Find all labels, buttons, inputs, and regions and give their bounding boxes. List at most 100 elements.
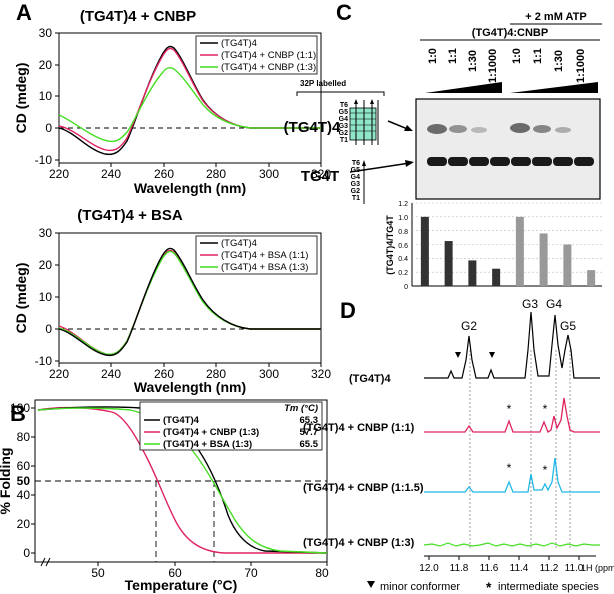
melting-xtick: 70: [244, 566, 258, 580]
cd-bsa-plot-frame: [58, 232, 322, 364]
bar: [539, 233, 548, 286]
melting-ylabel: % Folding: [0, 448, 13, 515]
gel-band-quad: [533, 125, 551, 133]
cd-cnbp-xtick: 260: [154, 167, 174, 181]
cd-bsa-chart: 30 20 10 0 -10 220 240 260 280 300 320 W…: [13, 226, 331, 395]
nmr-trace-cnbp-1-1: [424, 397, 600, 433]
nmr-trace-control: [424, 311, 600, 379]
cd-bsa-xtick: 260: [154, 367, 174, 381]
concentration-wedge: [425, 82, 502, 93]
bar: [420, 216, 429, 286]
quad-strand-label: G3: [339, 123, 348, 130]
lane-labels: 1:0 1:1 1:30 1:1000 1:0 1:1 1:30 1:1000: [427, 48, 587, 83]
gel-band-quad: [510, 123, 530, 133]
single-strand-nt: T6: [352, 160, 360, 167]
melting-xtick: 80: [315, 566, 329, 580]
cd-bsa-curve-control: [58, 247, 321, 357]
panel-c-label: C: [336, 0, 352, 25]
cd-bsa-xticks: [58, 363, 322, 367]
nmr-xtick: 11.6: [480, 563, 499, 574]
melting-ytick: 100: [10, 401, 30, 415]
minor-conformer-marker: [489, 352, 495, 358]
cd-cnbp-plot-frame: [58, 32, 322, 164]
lane-label: 1:30: [553, 50, 565, 72]
cd-bsa-ytick: 30: [39, 226, 53, 240]
cd-cnbp-ytick: 10: [39, 89, 53, 103]
peak-label-g2: G2: [461, 319, 477, 333]
lane-label: 1:30: [467, 50, 479, 72]
melting-legend: [139, 401, 323, 451]
cd-bsa-title: (TG4T)4 + BSA: [77, 207, 183, 224]
quad-strand-label: T6: [340, 102, 348, 109]
intermediate-marker: *: [543, 402, 548, 416]
single-strand-nt: G5: [351, 167, 360, 174]
bar: [492, 268, 501, 286]
bar: [444, 241, 453, 286]
axis-break-mark: [45, 557, 51, 567]
bar: [563, 244, 572, 286]
quad-strand-label: G5: [339, 109, 348, 116]
quadruplex-diagram: [349, 99, 379, 145]
cd-bsa-ytick: 0: [45, 322, 52, 336]
cd-bsa-xtick: 280: [206, 367, 226, 381]
cd-cnbp-xlabel: Wavelength (nm): [134, 180, 246, 196]
melting-ytick: 80: [17, 430, 31, 444]
nmr-trace-cnbp-1-1-5: [424, 457, 600, 493]
concentration-wedge: [510, 82, 598, 93]
intermediate-legend-icon: *: [486, 579, 492, 594]
gel-band-quad: [471, 127, 487, 133]
cd-cnbp-ytick: 0: [45, 121, 52, 135]
single-arrow: [349, 162, 411, 173]
cd-cnbp-xtick: 220: [49, 167, 69, 181]
nmr-trace-label: (TG4T)4: [349, 373, 391, 385]
bar: [468, 260, 477, 286]
cd-cnbp-yticks: [55, 32, 59, 161]
quad-strand-label: T1: [340, 137, 348, 144]
single-strand-nt: T1: [352, 195, 360, 202]
lane-label: 1:1000: [575, 49, 587, 83]
cd-cnbp-ytick: 20: [39, 58, 53, 72]
bar-ylabel: (TG4T)4/TG4T: [385, 215, 395, 275]
gel-band-single: [574, 157, 594, 166]
panel-b-label: B: [10, 401, 26, 426]
cd-bsa-xtick: 300: [259, 367, 279, 381]
cd-cnbp-curve-1-3: [58, 67, 321, 143]
melting-yticks: [31, 407, 35, 554]
axis-break-mark: [40, 557, 46, 567]
single-strand-nt: G4: [351, 174, 360, 181]
lane-label: 1:0: [511, 48, 523, 64]
melting-legend-tm: 57.7: [300, 427, 319, 438]
cd-cnbp-curve-1-1: [58, 47, 321, 152]
cd-cnbp-legend-entry: (TG4T)4: [221, 38, 257, 49]
nmr-spectra: G2 G3 G4 G5 * * * * (TG4T)4 (TG4T)4 + CN…: [303, 297, 614, 594]
cd-bsa-xtick: 240: [101, 367, 121, 381]
minor-conformer-legend: minor conformer: [380, 581, 460, 593]
bar-ytick: 0.6: [398, 243, 408, 250]
melting-legend-entry: (TG4T)4 + BSA (1:3): [163, 439, 252, 450]
nmr-xtick: 11.8: [450, 563, 469, 574]
panel-d-label: D: [340, 298, 356, 323]
melting-xtick: 60: [168, 566, 182, 580]
melting-ytick: 60: [17, 459, 31, 473]
ratio-header: (TG4T)4:CNBP: [472, 27, 548, 39]
nmr-xtick: 11.4: [510, 563, 529, 574]
minor-conformer-marker: [455, 352, 461, 358]
bar-ytick: 0.4: [398, 256, 408, 263]
gel-frame: [415, 98, 601, 200]
panel-a-label: A: [16, 0, 32, 25]
bar: [515, 216, 524, 286]
gel-band-quad: [449, 125, 467, 133]
cd-cnbp-ytick: -10: [35, 153, 53, 167]
cd-bsa-xtick: 320: [311, 367, 331, 381]
intermediate-marker: *: [543, 463, 548, 477]
melting-ytick: 50: [17, 474, 31, 488]
gel-band-single: [469, 157, 489, 166]
gel-quant-bar-chart: 1.2 1.0 0.8 0.6 0.4 0.2 0 (TG4T)4/TG4T: [385, 201, 602, 291]
melting-ytick: 0: [23, 546, 30, 560]
atp-label: + 2 mM ATP: [525, 11, 586, 23]
intermediate-marker: *: [507, 461, 512, 475]
cd-cnbp-title: (TG4T)4 + CNBP: [80, 8, 196, 25]
gel-band-single: [448, 157, 468, 166]
gel-band-single: [511, 157, 531, 166]
